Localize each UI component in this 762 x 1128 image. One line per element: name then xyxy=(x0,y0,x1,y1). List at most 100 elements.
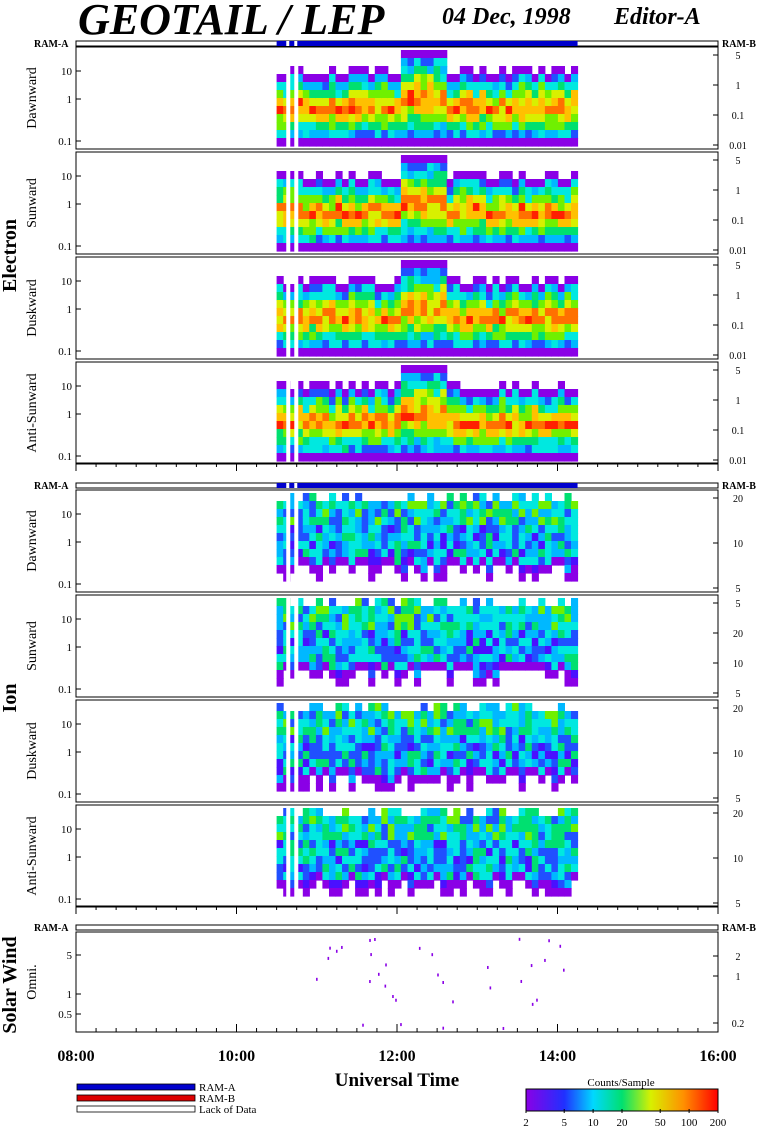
heatmap-cell xyxy=(387,614,395,623)
heatmap-cell xyxy=(329,622,337,631)
heatmap-cell xyxy=(309,90,317,99)
heatmap-cell xyxy=(342,864,350,873)
heatmap-cell xyxy=(355,82,363,91)
heatmap-cell xyxy=(329,606,337,615)
heatmap-cell xyxy=(420,565,428,574)
heatmap-cell xyxy=(348,114,356,123)
heatmap-cell xyxy=(355,421,363,430)
heatmap-cell xyxy=(564,501,572,510)
heatmap-cell xyxy=(342,211,350,220)
heatmap-cell xyxy=(361,864,369,873)
heatmap-cell xyxy=(525,227,533,236)
heatmap-cell xyxy=(289,413,297,422)
heatmap-cell xyxy=(381,775,389,784)
heatmap-cell xyxy=(387,816,395,825)
heatmap-cell xyxy=(472,759,480,768)
heatmap-cell xyxy=(420,381,428,390)
heatmap-cell xyxy=(472,413,480,422)
heatmap-cell xyxy=(355,872,363,881)
heatmap-cell xyxy=(348,630,356,639)
heatmap-cell xyxy=(564,138,572,147)
heatmap-cell xyxy=(361,606,369,615)
heatmap-cell xyxy=(335,864,343,873)
solar-wind-point xyxy=(377,972,380,976)
heatmap-cell xyxy=(381,662,389,671)
heatmap-cell xyxy=(505,82,513,91)
heatmap-cell xyxy=(518,533,526,542)
heatmap-cell xyxy=(309,397,317,406)
heatmap-cell xyxy=(394,332,402,341)
heatmap-cell xyxy=(348,662,356,671)
heatmap-cell xyxy=(427,324,435,333)
heatmap-cell xyxy=(355,606,363,615)
heatmap-cell xyxy=(407,219,415,228)
heatmap-cell xyxy=(518,187,526,196)
heatmap-cell xyxy=(486,549,494,558)
heatmap-cell xyxy=(479,179,487,188)
heatmap-cell xyxy=(329,187,337,196)
heatmap-cell xyxy=(525,808,533,817)
heatmap-cell xyxy=(387,541,395,550)
heatmap-cell xyxy=(296,654,304,663)
heatmap-cell xyxy=(486,421,494,430)
heatmap-cell xyxy=(335,203,343,212)
heatmap-cell xyxy=(355,727,363,736)
heatmap-cell xyxy=(296,872,304,881)
heatmap-cell xyxy=(538,864,546,873)
heatmap-cell xyxy=(374,864,382,873)
solar-wind-point xyxy=(442,1026,445,1030)
heatmap-cell xyxy=(361,832,369,841)
heatmap-cell xyxy=(531,711,539,720)
heatmap-cell xyxy=(400,114,408,123)
heatmap-cell xyxy=(427,227,435,236)
heatmap-cell xyxy=(453,122,461,131)
heatmap-cell xyxy=(289,662,297,671)
heatmap-cell xyxy=(400,638,408,647)
data-gap xyxy=(294,596,299,696)
heatmap-cell xyxy=(276,743,284,752)
heatmap-cell xyxy=(518,195,526,204)
heatmap-cell xyxy=(302,300,310,309)
heatmap-cell xyxy=(427,243,435,252)
heatmap-cell xyxy=(322,316,330,325)
heatmap-cell xyxy=(355,541,363,550)
chart-title: GEOTAIL / LEP xyxy=(78,0,385,44)
heatmap-cell xyxy=(538,606,546,615)
heatmap-cell xyxy=(302,203,310,212)
heatmap-cell xyxy=(557,195,565,204)
heatmap-cell xyxy=(407,864,415,873)
heatmap-cell xyxy=(518,66,526,75)
heatmap-cell xyxy=(400,219,408,228)
heatmap-cell xyxy=(355,219,363,228)
heatmap-cell xyxy=(472,276,480,285)
heatmap-cell xyxy=(571,235,579,244)
heatmap-cell xyxy=(329,211,337,220)
heatmap-cell xyxy=(342,340,350,349)
heatmap-cell xyxy=(512,453,520,462)
heatmap-cell xyxy=(276,759,284,768)
heatmap-cell xyxy=(492,429,500,438)
heatmap-cell xyxy=(374,300,382,309)
heatmap-cell xyxy=(348,211,356,220)
heatmap-cell xyxy=(564,751,572,760)
heatmap-cell xyxy=(368,187,376,196)
heatmap-cell xyxy=(348,429,356,438)
heatmap-cell xyxy=(459,759,467,768)
heatmap-cell xyxy=(505,122,513,131)
heatmap-cell xyxy=(400,163,408,172)
heatmap-cell xyxy=(479,767,487,776)
heatmap-cell xyxy=(368,171,376,180)
heatmap-cell xyxy=(348,557,356,566)
heatmap-cell xyxy=(486,243,494,252)
heatmap-cell xyxy=(394,775,402,784)
heatmap-cell xyxy=(296,606,304,615)
heatmap-cell xyxy=(479,678,487,687)
heatmap-cell xyxy=(459,284,467,293)
heatmap-cell xyxy=(394,824,402,833)
heatmap-cell xyxy=(348,549,356,558)
heatmap-cell xyxy=(361,824,369,833)
heatmap-cell xyxy=(472,630,480,639)
heatmap-cell xyxy=(571,421,579,430)
heatmap-cell xyxy=(571,122,579,131)
legend-swatch-2 xyxy=(76,1105,196,1113)
